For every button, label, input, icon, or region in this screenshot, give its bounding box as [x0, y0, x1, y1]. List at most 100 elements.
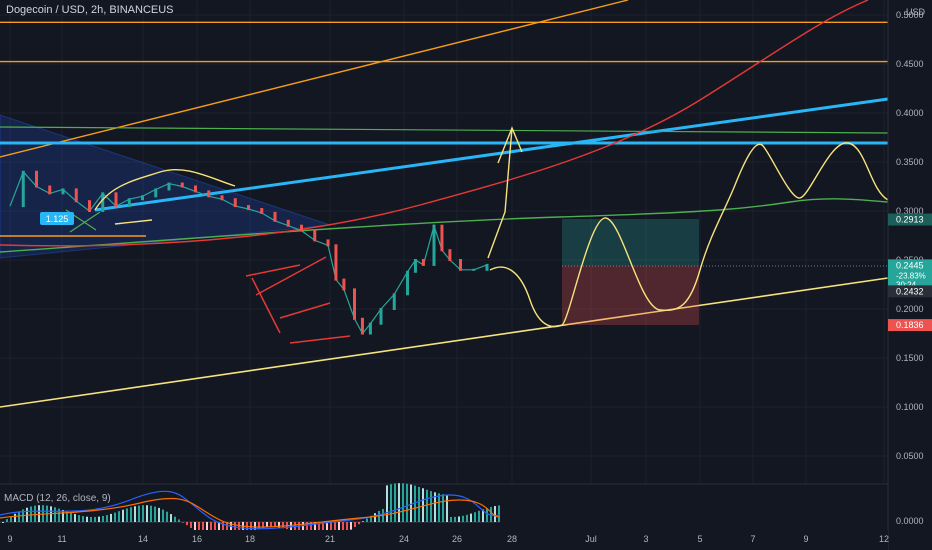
candle: [101, 192, 105, 212]
macd-histogram-bar: [458, 516, 460, 522]
macd-histogram-bar: [414, 485, 416, 522]
candle: [448, 249, 452, 261]
candle: [35, 170, 38, 188]
trend-line-orange: [0, 0, 629, 158]
macd-histogram-bar: [170, 514, 172, 522]
macd-histogram-bar: [402, 483, 404, 522]
macd-label: MACD (12, 26, close, 9): [4, 493, 111, 504]
macd-histogram-bar: [350, 522, 352, 530]
candle: [353, 288, 356, 320]
macd-histogram-bar: [454, 516, 456, 522]
candle: [74, 188, 78, 203]
y-tick-label: 0.3500: [896, 157, 924, 167]
price-tag: [888, 259, 932, 290]
macd-histogram-bar: [114, 512, 116, 522]
candle: [472, 268, 476, 271]
x-tick-label: 26: [452, 534, 462, 544]
stop-zone: [562, 266, 699, 325]
candle: [313, 229, 317, 242]
macd-histogram-bar: [34, 505, 36, 522]
macd-histogram-bar: [138, 505, 140, 522]
macd-histogram-bar: [162, 509, 164, 522]
macd-histogram-bar: [146, 505, 148, 522]
price-tag: [888, 213, 932, 226]
x-tick-label: 21: [325, 534, 335, 544]
candle: [360, 317, 364, 335]
macd-histogram-bar: [110, 513, 112, 522]
macd-histogram-bar: [14, 513, 16, 522]
target-zone: [562, 219, 699, 266]
macd-histogram-bar: [430, 491, 432, 522]
candle: [485, 263, 489, 271]
macd-histogram-bar: [346, 522, 348, 533]
macd-histogram-bar: [30, 506, 32, 522]
drawing-yellow: [114, 219, 153, 225]
x-tick-label: 7: [750, 534, 755, 544]
x-tick-label: 18: [245, 534, 255, 544]
candle: [207, 190, 211, 198]
macd-histogram-bar: [154, 506, 156, 522]
candle: [154, 188, 158, 198]
price-tag: [888, 319, 932, 332]
candle: [334, 244, 338, 281]
macd-histogram-bar: [282, 522, 284, 529]
macd-histogram-bar: [406, 483, 408, 522]
macd-histogram-bar: [106, 515, 108, 522]
macd-histogram-bar: [278, 522, 280, 528]
macd-histogram-bar: [378, 510, 380, 522]
macd-histogram-bar: [298, 522, 300, 533]
macd-histogram-bar: [398, 483, 400, 522]
macd-histogram-bar: [78, 515, 80, 522]
chart-title: Dogecoin / USD, 2h, BINANCEUS: [6, 4, 174, 16]
macd-histogram-bar: [262, 522, 264, 528]
macd-histogram-bar: [354, 522, 356, 527]
macd-histogram-bar: [38, 505, 40, 522]
macd-histogram-bar: [130, 507, 132, 522]
macd-histogram-bar: [426, 489, 428, 522]
x-tick-label: Jul: [585, 534, 597, 544]
macd-histogram-bar: [66, 511, 68, 522]
macd-histogram-bar: [338, 522, 340, 536]
candle: [167, 182, 171, 191]
candle: [141, 195, 144, 201]
drawing-red: [279, 302, 331, 319]
macd-histogram-bar: [334, 522, 336, 538]
candle: [392, 293, 396, 310]
macd-histogram-bar: [70, 512, 72, 522]
drawing-red: [245, 264, 301, 277]
macd-histogram-bar: [434, 492, 436, 522]
macd-histogram-bar: [118, 511, 120, 522]
price-tag-label: 0.2445: [896, 260, 924, 270]
macd-histogram-bar: [142, 505, 144, 522]
candle: [342, 278, 346, 291]
macd-histogram-bar: [230, 522, 232, 538]
macd-histogram-bar: [90, 516, 92, 522]
macd-histogram-bar: [18, 511, 20, 522]
macd-histogram-bar: [134, 506, 136, 522]
macd-histogram-bar: [498, 505, 500, 522]
macd-histogram-bar: [186, 522, 188, 526]
macd-histogram-bar: [462, 515, 464, 522]
macd-histogram-bar: [210, 522, 212, 538]
macd-histogram-bar: [202, 522, 204, 535]
candle: [48, 185, 52, 195]
y-tick-label: 0.3000: [896, 206, 924, 216]
candle: [247, 205, 250, 211]
macd-histogram-bar: [178, 519, 180, 522]
candle: [459, 259, 462, 271]
annotation-tag: [40, 212, 74, 225]
drawing-red: [251, 277, 281, 334]
macd-histogram-bar: [374, 513, 376, 522]
macd-histogram-bar: [474, 512, 476, 522]
candle: [326, 239, 330, 247]
price-tag: [888, 285, 932, 298]
price-tag-label: 0.2913: [896, 215, 924, 225]
macd-histogram-bar: [10, 516, 12, 522]
macd-histogram-bar: [198, 522, 200, 533]
y-tick-label: 0.1000: [896, 402, 924, 412]
macd-histogram-bar: [450, 516, 452, 522]
y-tick-label: 0.5000: [896, 10, 924, 20]
projection-path-yellow: [489, 142, 889, 328]
macd-histogram-bar: [98, 516, 100, 522]
